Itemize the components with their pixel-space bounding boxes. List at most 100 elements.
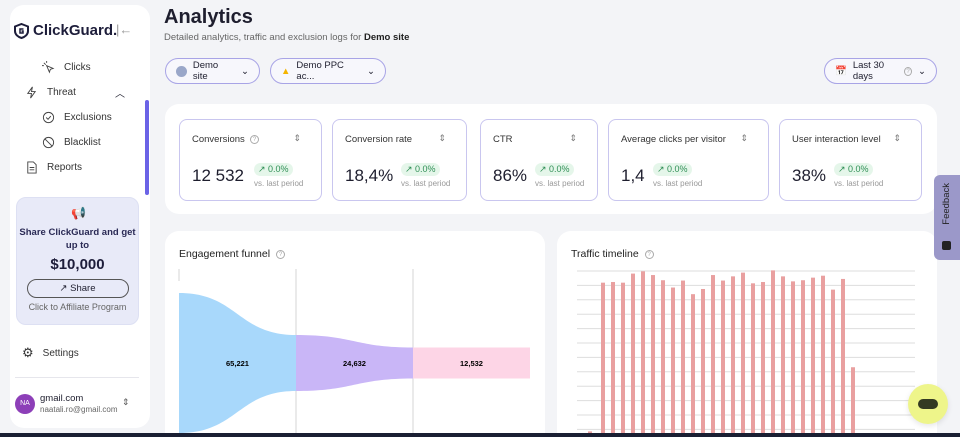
feedback-tab[interactable]: Feedback [934,175,960,260]
chat-icon [918,399,938,409]
traffic-bar [781,276,785,433]
traffic-bar [811,277,815,433]
traffic-bar [691,294,695,433]
traffic-bar [711,275,715,433]
sort-icon[interactable]: ⇕ [293,133,301,143]
traffic-bar [661,280,665,433]
sidebar-item-exclusions[interactable]: Exclusions [42,111,112,124]
traffic-bar [831,289,835,433]
traffic-bar [681,280,685,433]
globe-icon [176,65,187,77]
traffic-bar [821,275,825,433]
stat-card[interactable]: Conversion rate ⇕ 18,4% ↗ 0.0% vs. last … [332,119,467,201]
avatar[interactable]: NA [15,394,35,414]
help-icon[interactable]: ? [276,249,286,259]
traffic-bar [761,282,765,433]
change-badge: ↗ 0.0% [254,163,293,176]
traffic-bar [721,280,725,433]
stat-card[interactable]: CTR ⇕ 86% ↗ 0.0% vs. last period [480,119,598,201]
date-range-dropdown[interactable]: 📅 Last 30 days? ⌄ [824,58,937,84]
megaphone-icon: 📢 [71,206,86,220]
chevron-down-icon: ⌄ [241,65,249,77]
feedback-icon [942,241,951,250]
page-title: Analytics [164,6,253,28]
stat-card[interactable]: User interaction level ⇕ 38% ↗ 0.0% vs. … [779,119,922,201]
document-icon [27,161,37,174]
funnel-stage [296,335,413,391]
traffic-bar [651,275,655,433]
check-circle-icon [42,111,55,124]
traffic-title: Traffic timeline? [571,248,654,260]
user-email: naatali.ro@gmail.com [40,405,118,414]
help-icon: ? [904,66,913,76]
trend-up-icon: ↗ [539,164,550,174]
traffic-bar [701,288,705,433]
chat-button[interactable] [908,384,948,424]
funnel-stage-label: 12,532 [460,359,483,368]
affiliate-promo: 📢 Share ClickGuard and get up to $10,000… [16,197,139,325]
stat-card[interactable]: Average clicks per visitor ⇕ 1,4 ↗ 0.0% … [608,119,769,201]
chevron-up-icon[interactable]: ︿ [115,89,125,100]
calendar-icon: 📅 [835,65,847,77]
engagement-funnel-panel: Engagement funnel? 65,221 24,632 12,532 [165,231,545,433]
sidebar-item-clicks[interactable]: Clicks [42,61,91,74]
cursor-click-icon [42,61,55,74]
help-icon[interactable]: ? [250,135,259,144]
funnel-stage [179,293,296,433]
change-badge: ↗ 0.0% [401,163,440,176]
logo[interactable]: ClickGuard. [14,22,117,39]
collapse-sidebar-icon[interactable]: |← [116,22,133,37]
shield-logo-icon [14,22,29,39]
share-button[interactable]: ↗ Share [26,279,129,298]
traffic-timeline-panel: Traffic timeline? [557,231,937,433]
trend-up-icon: ↗ [838,164,849,174]
traffic-bar [851,367,855,433]
site-dropdown[interactable]: Demo site ⌄ [165,58,260,84]
traffic-bar [611,282,615,433]
help-icon[interactable]: ? [644,249,654,259]
divider [15,377,139,378]
chevron-down-icon: ⌄ [918,65,926,77]
trend-up-icon: ↗ [258,164,269,174]
change-badge: ↗ 0.0% [535,163,574,176]
change-badge: ↗ 0.0% [653,163,692,176]
stat-card[interactable]: Conversions? ⇕ 12 532 ↗ 0.0% vs. last pe… [179,119,322,201]
traffic-bar [621,282,625,433]
traffic-bar [841,278,845,433]
taskbar [0,433,960,437]
funnel-stage [413,347,530,379]
sidebar-item-settings[interactable]: ⚙ Settings [22,345,79,360]
lightning-icon [26,86,37,99]
traffic-bar [588,431,592,433]
ban-icon [42,136,55,149]
affiliate-link[interactable]: Click to Affiliate Program [28,302,127,312]
chevron-down-icon: ⌄ [367,65,375,77]
google-ads-icon: ▲ [281,65,291,77]
sidebar-item-reports[interactable]: Reports [25,161,82,174]
sort-icon[interactable]: ⇕ [740,133,748,143]
trend-up-icon: ↗ [657,164,668,174]
sort-icon[interactable]: ⇕ [893,133,901,143]
gear-icon: ⚙ [22,345,34,360]
traffic-bar [751,283,755,433]
traffic-bar [631,273,635,433]
sort-icon[interactable]: ⇕ [438,133,446,143]
change-badge: ↗ 0.0% [834,163,873,176]
sort-icon[interactable]: ⇕ [569,133,577,143]
funnel-stage-label: 24,632 [343,359,366,368]
sidebar-scrollbar[interactable] [145,100,149,195]
traffic-bar [801,280,805,433]
ads-account-dropdown[interactable]: ▲ Demo PPC ac... ⌄ [270,58,386,84]
page-subtitle: Detailed analytics, traffic and exclusio… [164,32,410,43]
traffic-bar [641,271,645,433]
traffic-bar-chart [577,270,915,433]
traffic-bar [741,272,745,433]
sidebar-item-threat[interactable]: Threat [25,86,76,99]
traffic-bar [771,270,775,433]
trend-up-icon: ↗ [405,164,416,174]
funnel-stage-label: 65,221 [226,359,249,368]
sidebar-item-blacklist[interactable]: Blacklist [42,136,101,149]
user-name: gmail.com [40,393,84,404]
funnel-chart: 65,221 24,632 12,532 [178,269,530,433]
account-switch-icon[interactable]: ⇕ [122,397,130,407]
